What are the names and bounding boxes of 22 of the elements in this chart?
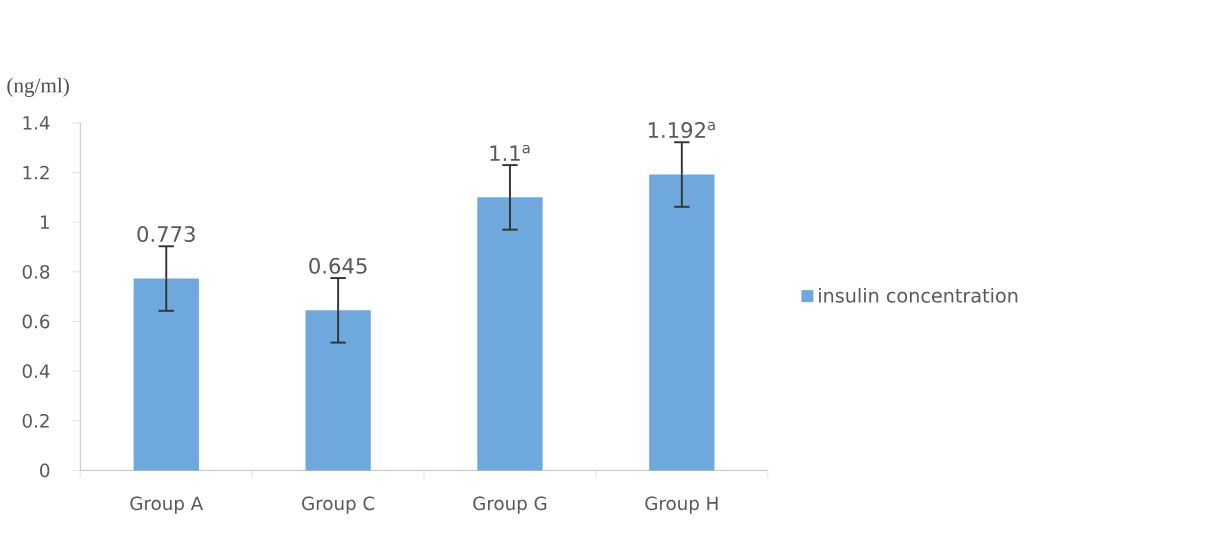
- x-tick-label: Group G: [473, 496, 547, 514]
- bar: [477, 197, 543, 471]
- y-tick-label: 0.8: [22, 265, 50, 279]
- bar: [649, 174, 715, 471]
- y-tick-label: 0.6: [22, 314, 50, 329]
- bar: [305, 310, 371, 471]
- x-tick-label: Group C: [302, 496, 375, 514]
- data-label: 1.1$^{a}$: [490, 145, 530, 161]
- y-axis-title: (ng/ml): [7, 77, 69, 97]
- y-tick-label: 0: [40, 463, 50, 478]
- y-tick-label: 0.2: [22, 413, 49, 428]
- y-tick-label: 1.2: [23, 165, 49, 180]
- y-tick-label: 0.4: [22, 364, 50, 379]
- data-label: 0.773: [137, 226, 195, 243]
- data-label: 0.645: [309, 257, 367, 274]
- y-tick-label: 1.4: [23, 116, 50, 130]
- x-tick-label: Group H: [645, 496, 718, 514]
- y-tick-label: 1: [40, 215, 49, 229]
- x-tick-label: Group A: [130, 496, 204, 514]
- bar: [133, 278, 199, 471]
- data-label: 1.192$^{a}$: [648, 121, 715, 139]
- legend-label: insulin concentration: [819, 288, 1018, 303]
